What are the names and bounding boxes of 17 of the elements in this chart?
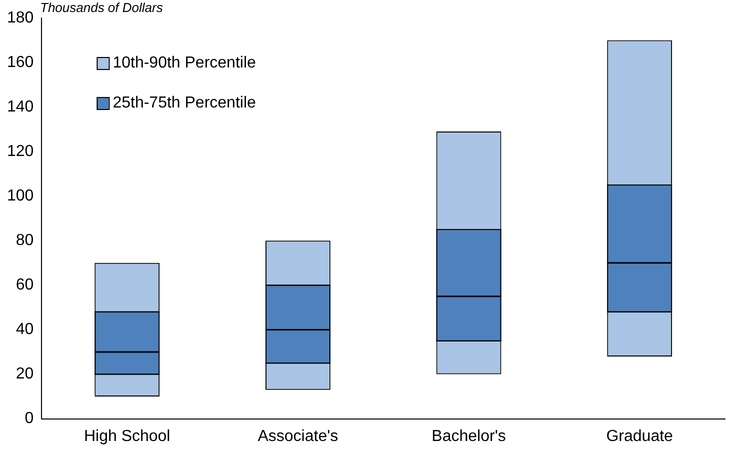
y-tick-label: 60 (16, 276, 34, 294)
legend-label: 25th-75th Percentile (112, 94, 256, 112)
y-tick-label: 160 (6, 54, 34, 71)
y-tick-label: 0 (24, 410, 34, 428)
y-tick-label: 140 (6, 98, 34, 116)
x-tick-label: High School (84, 428, 170, 445)
y-tick-label: 100 (6, 188, 34, 205)
y-axis-title: Thousands of Dollars (40, 0, 164, 16)
y-tick-label: 40 (16, 321, 34, 338)
legend-label: 10th-90th Percentile (112, 54, 256, 72)
x-tick-label: Graduate (606, 428, 674, 445)
y-tick-label: 20 (16, 366, 34, 383)
y-tick-label: 80 (16, 232, 34, 250)
y-tick-label: 120 (6, 143, 34, 160)
x-tick-label: Bachelor's (432, 428, 506, 445)
x-tick-label: Associate's (258, 428, 338, 445)
y-tick-label: 180 (6, 9, 34, 26)
